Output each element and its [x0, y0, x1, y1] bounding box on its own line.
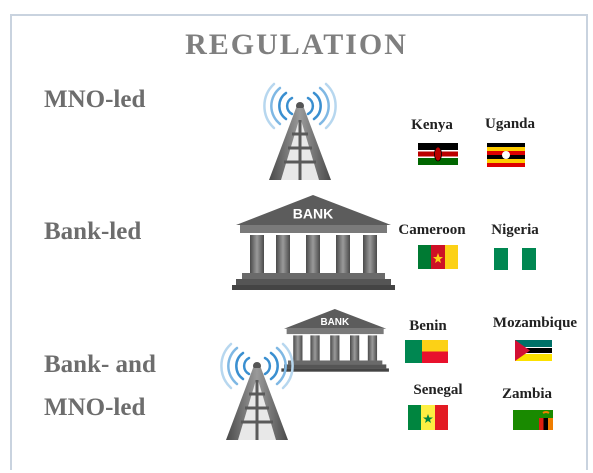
- country-label: Uganda: [484, 116, 536, 132]
- country-label: Benin: [409, 318, 447, 334]
- bank-icon-text: BANK: [293, 206, 333, 222]
- bank-icon-text: BANK: [321, 317, 350, 328]
- frame: [10, 14, 588, 470]
- bank-icon: BANK: [281, 309, 389, 372]
- flag-uganda: [487, 143, 525, 167]
- tower-icon: [219, 342, 295, 442]
- country-label: Mozambique: [492, 315, 578, 331]
- country-label: Cameroon: [398, 222, 466, 238]
- flag-senegal: [408, 405, 448, 430]
- country-label: Kenya: [411, 117, 453, 133]
- tower-icon: [262, 82, 338, 182]
- flag-nigeria: [494, 248, 536, 270]
- flag-cameroon: [418, 245, 458, 269]
- country-label: Zambia: [501, 386, 553, 402]
- flag-benin: [405, 340, 448, 363]
- row-label: Bank-led: [44, 218, 142, 245]
- title: REGULATION: [185, 28, 408, 61]
- row-label: Bank- and MNO-led: [44, 351, 156, 421]
- row-label: MNO-led: [44, 86, 146, 113]
- flag-mozambique: [515, 340, 552, 361]
- country-label: Nigeria: [491, 222, 539, 238]
- flag-zambia: [513, 410, 553, 430]
- flag-kenya: [418, 143, 458, 165]
- country-label: Senegal: [413, 382, 463, 398]
